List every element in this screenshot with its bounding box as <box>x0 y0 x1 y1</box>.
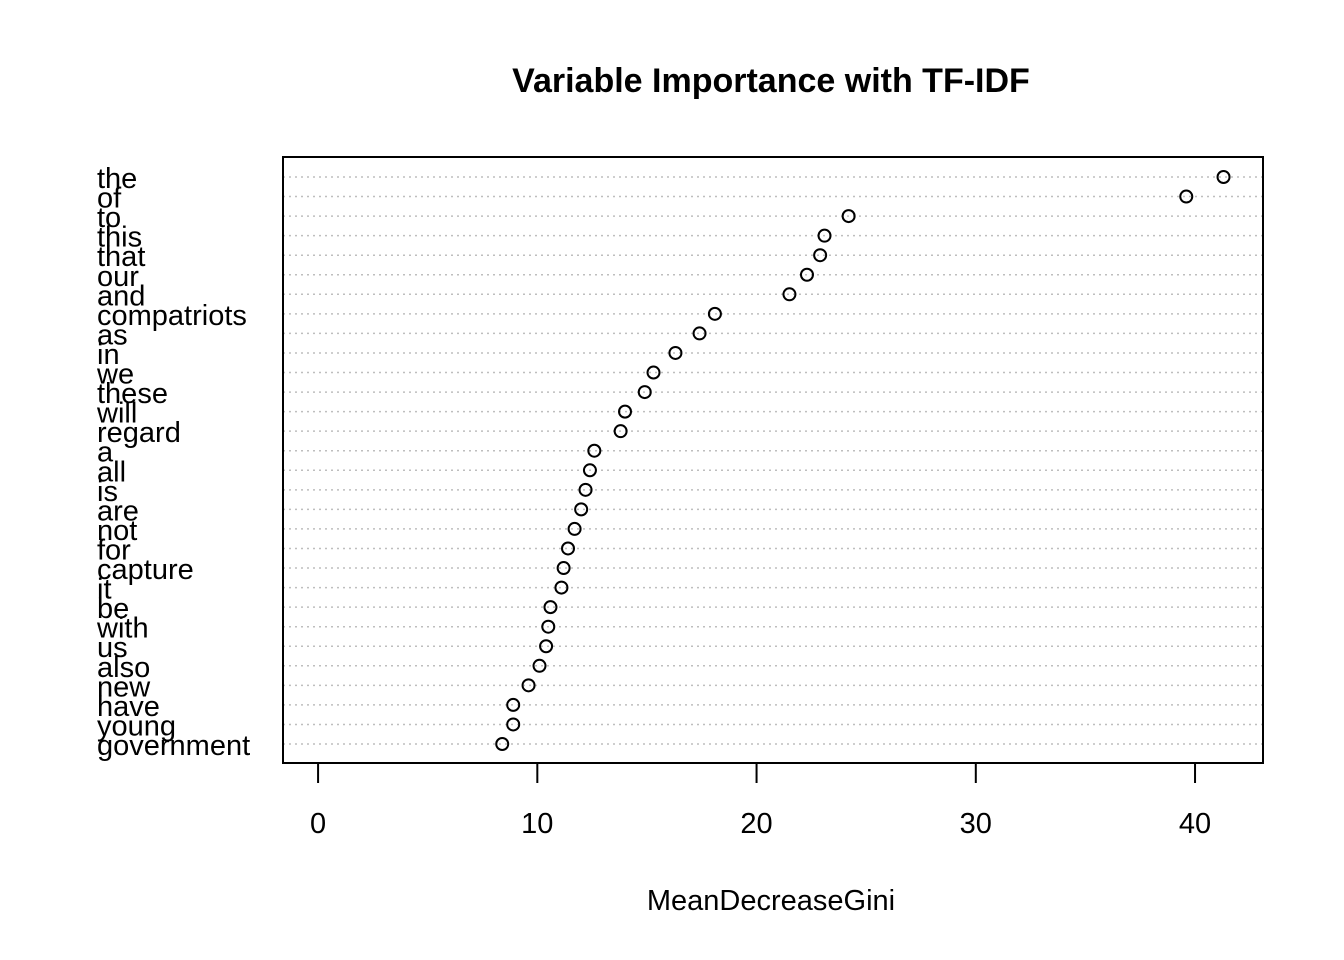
category-label-that: that <box>97 241 145 273</box>
point-new <box>521 678 536 693</box>
point-regard <box>613 424 628 439</box>
category-label-have: have <box>97 691 160 723</box>
category-label-these: these <box>97 378 168 410</box>
point-our <box>799 267 814 282</box>
category-label-young: young <box>97 710 176 742</box>
category-label-also: also <box>97 652 150 684</box>
category-label-new: new <box>97 671 151 703</box>
category-label-this: this <box>97 222 142 254</box>
x-tick-label-30: 30 <box>960 808 992 840</box>
category-label-in: in <box>97 339 120 371</box>
category-label-we: we <box>96 359 134 391</box>
plot-frame <box>282 156 1264 764</box>
x-tick-label-10: 10 <box>521 808 553 840</box>
point-of <box>1179 189 1194 204</box>
data-points <box>495 170 1231 751</box>
category-label-with: with <box>96 613 149 645</box>
point-the <box>1216 170 1231 184</box>
category-label-it: it <box>97 574 112 606</box>
point-these <box>637 385 652 400</box>
point-capture <box>556 561 571 576</box>
point-and <box>782 287 797 302</box>
category-label-and: and <box>97 280 145 312</box>
category-label-is: is <box>97 476 118 508</box>
x-tick-label-40: 40 <box>1179 808 1211 840</box>
point-a <box>587 443 602 458</box>
x-axis: 0 10 20 30 40 <box>310 762 1211 840</box>
category-label-government: government <box>97 730 250 762</box>
point-compatriots <box>707 306 722 321</box>
point-also <box>532 658 547 673</box>
point-be <box>543 600 558 615</box>
chart-title: Variable Importance with TF-IDF <box>512 62 1030 100</box>
category-label-of: of <box>97 183 122 215</box>
gridlines <box>283 176 1263 745</box>
category-labels: theoftothisthatourandcompatriotsasinweth… <box>96 163 250 762</box>
category-label-us: us <box>97 632 128 664</box>
category-label-are: are <box>97 495 139 527</box>
point-not <box>567 521 582 536</box>
category-label-the: the <box>97 163 137 195</box>
point-all <box>582 463 597 478</box>
point-young <box>506 717 521 732</box>
point-as <box>692 326 707 341</box>
category-label-regard: regard <box>97 417 181 449</box>
category-label-compatriots: compatriots <box>97 300 247 332</box>
point-in <box>668 345 683 360</box>
point-will <box>618 404 633 419</box>
point-have <box>506 697 521 712</box>
point-are <box>574 502 589 517</box>
category-label-our: our <box>97 261 139 293</box>
x-tick-label-20: 20 <box>740 808 772 840</box>
point-it <box>554 580 569 595</box>
point-to <box>841 209 856 224</box>
category-label-capture: capture <box>97 554 194 586</box>
category-label-a: a <box>97 437 114 469</box>
point-government <box>495 737 510 751</box>
category-label-not: not <box>97 515 137 547</box>
category-label-be: be <box>97 593 129 625</box>
category-label-all: all <box>97 456 126 488</box>
category-label-as: as <box>97 319 128 351</box>
category-label-to: to <box>97 202 121 234</box>
x-axis-label: MeanDecreaseGini <box>647 885 895 917</box>
category-label-will: will <box>96 398 137 430</box>
point-is <box>578 482 593 497</box>
point-this <box>817 228 832 243</box>
x-tick-label-0: 0 <box>310 808 326 840</box>
point-that <box>813 248 828 263</box>
point-us <box>539 639 554 654</box>
category-label-for: for <box>97 534 131 566</box>
point-we <box>646 365 661 380</box>
point-with <box>541 619 556 634</box>
point-for <box>561 541 576 556</box>
